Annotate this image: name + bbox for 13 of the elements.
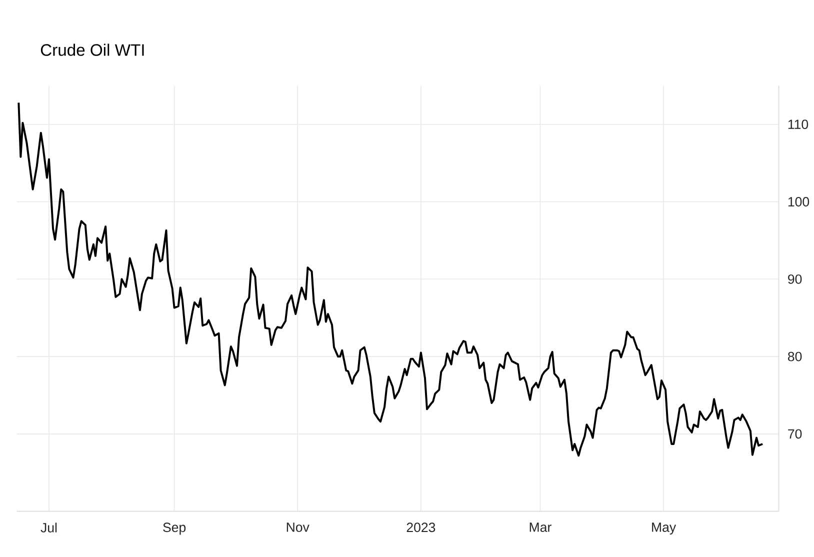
- y-tick-label: 100: [788, 197, 810, 207]
- y-tick-label: 90: [788, 274, 802, 284]
- x-tick-label: Mar: [530, 522, 552, 532]
- x-tick-label: May: [652, 522, 676, 535]
- y-tick-label: 110: [788, 120, 808, 130]
- line-series: [18, 102, 764, 457]
- x-tick-label: 2023: [406, 522, 436, 532]
- x-tick-label: Nov: [286, 522, 310, 532]
- x-tick-label: Jul: [40, 522, 57, 532]
- chart-title: Crude Oil WTI: [40, 44, 144, 56]
- y-tick-label: 80: [788, 352, 802, 362]
- y-tick-label: 70: [788, 429, 802, 439]
- x-tick-label: Sep: [163, 522, 186, 535]
